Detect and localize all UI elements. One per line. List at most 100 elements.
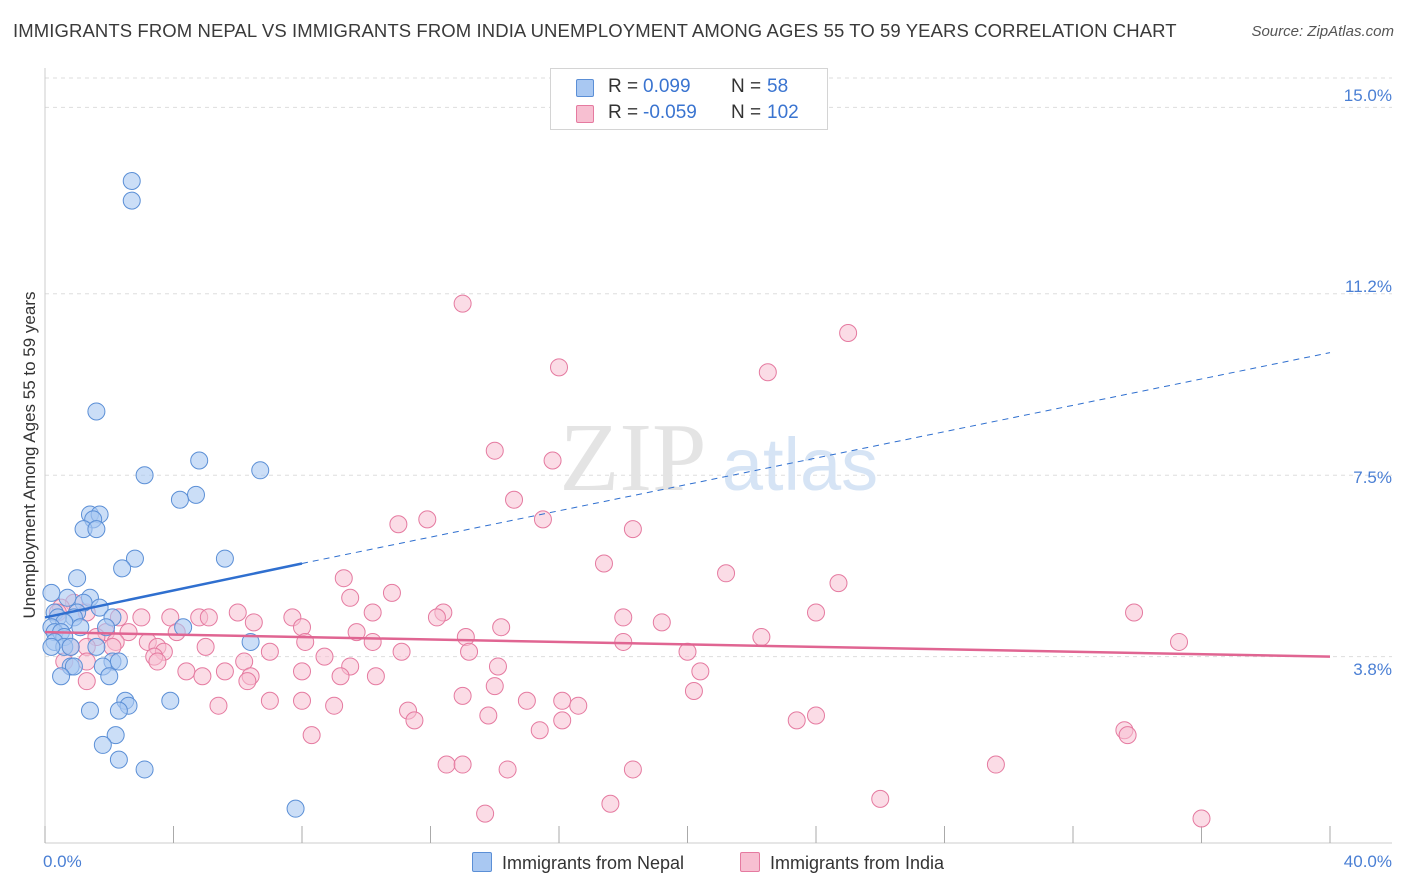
- india-point: [325, 696, 344, 715]
- nepal-point: [241, 632, 260, 651]
- nepal-legend-swatch: [472, 852, 492, 872]
- india-point: [132, 608, 151, 627]
- india-point: [228, 603, 247, 622]
- india-point: [623, 520, 642, 539]
- india-point: [553, 711, 572, 730]
- india-point: [652, 613, 671, 632]
- india-point: [293, 618, 311, 637]
- nepal-points: [42, 171, 305, 818]
- nepal-point: [87, 402, 106, 421]
- india-point: [209, 696, 228, 715]
- nepal-point: [93, 735, 112, 754]
- india-point: [601, 794, 620, 813]
- india-point: [1118, 726, 1137, 745]
- india-point: [839, 324, 858, 342]
- india-point: [389, 515, 408, 534]
- x-tick-label-max: 40.0%: [1343, 852, 1392, 871]
- y-tick-label: 15.0%: [1343, 86, 1392, 105]
- nepal-point: [135, 466, 154, 485]
- nepal-point: [109, 701, 128, 720]
- india-point: [418, 510, 437, 529]
- india-point: [691, 662, 710, 681]
- india-point: [871, 789, 890, 808]
- india-point: [177, 662, 196, 681]
- source-label: Source: ZipAtlas.com: [1251, 23, 1394, 40]
- india-point: [594, 554, 613, 573]
- nepal-point: [42, 637, 61, 656]
- n-value: 102: [767, 102, 799, 123]
- india-legend-swatch: [740, 852, 760, 872]
- india-point: [505, 490, 524, 509]
- india-point: [244, 613, 263, 632]
- india-point: [427, 608, 446, 627]
- y-tick-label: 11.2%: [1345, 277, 1392, 296]
- nepal-point: [286, 799, 305, 818]
- nepal-point: [68, 569, 87, 588]
- watermark-zip: ZIP: [560, 404, 707, 512]
- india-trend-line: [44, 630, 1331, 658]
- nepal-legend-label: Immigrants from Nepal: [502, 853, 685, 873]
- india-point: [347, 623, 366, 642]
- india-point: [684, 681, 703, 700]
- india-point: [829, 574, 848, 593]
- india-point: [550, 358, 568, 377]
- nepal-point: [135, 760, 154, 779]
- axes: [44, 68, 1392, 844]
- nepal-point: [106, 726, 125, 745]
- india-point: [334, 569, 353, 588]
- india-point: [382, 583, 401, 602]
- india-point: [476, 804, 495, 823]
- india-point: [196, 637, 215, 656]
- india-point: [485, 441, 504, 460]
- r-value: 0.099: [643, 76, 691, 97]
- india-point: [807, 603, 825, 622]
- india-point: [623, 760, 642, 779]
- nepal-point: [125, 549, 144, 568]
- india-point: [193, 667, 212, 686]
- india-point: [260, 642, 279, 661]
- india-point: [986, 755, 1005, 774]
- n-label: N =: [731, 76, 762, 97]
- india-point: [498, 760, 517, 779]
- legend-item-india[interactable]: Immigrants from India: [740, 852, 944, 874]
- india-point: [366, 667, 385, 686]
- india-point: [215, 662, 234, 681]
- legend-item-nepal[interactable]: Immigrants from Nepal: [472, 852, 684, 874]
- india-point: [331, 667, 350, 686]
- india-point: [543, 451, 562, 470]
- india-point: [569, 696, 588, 715]
- nepal-point: [80, 701, 99, 720]
- india-point: [717, 564, 736, 583]
- stats-legend: R = 0.099 N = 58 R = -0.059 N = 102: [550, 68, 828, 130]
- india-point: [787, 711, 806, 730]
- india-point: [1125, 603, 1144, 622]
- india-point: [453, 294, 472, 313]
- n-label: N =: [731, 102, 762, 123]
- nepal-point: [113, 559, 132, 578]
- india-point: [1170, 632, 1189, 651]
- nepal-point: [170, 490, 189, 509]
- india-point: [485, 677, 504, 696]
- india-point: [293, 691, 311, 710]
- india-point: [553, 691, 572, 710]
- y-tick-label: 7.5%: [1353, 468, 1392, 487]
- nepal-point: [61, 637, 80, 656]
- india-point: [363, 632, 382, 651]
- india-point: [293, 662, 311, 681]
- watermark: ZIP atlas: [560, 404, 879, 512]
- india-point: [437, 755, 456, 774]
- n-value: 58: [767, 76, 789, 97]
- trend-lines: [44, 352, 1331, 658]
- nepal-point: [161, 691, 180, 710]
- india-point: [479, 706, 498, 725]
- india-point: [119, 623, 138, 642]
- y-tick-label: 3.8%: [1353, 660, 1392, 679]
- nepal-point: [174, 618, 193, 637]
- nepal-point: [109, 652, 128, 671]
- india-point: [453, 686, 472, 705]
- india-point: [148, 652, 167, 671]
- y-axis-label: Unemployment Among Ages 55 to 59 years: [20, 291, 39, 619]
- india-swatch: [576, 105, 594, 123]
- india-point: [530, 721, 549, 740]
- nepal-point: [186, 485, 205, 504]
